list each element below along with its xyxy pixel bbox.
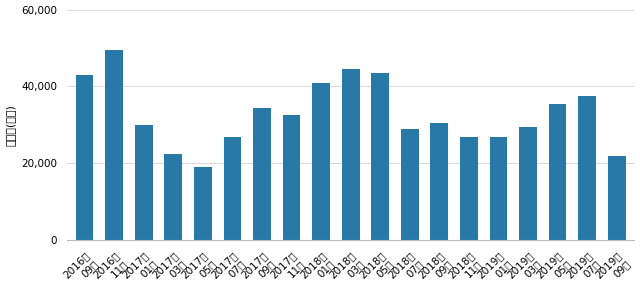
Bar	[164, 154, 182, 240]
Bar	[579, 96, 596, 240]
Y-axis label: 거래량(건수): 거래량(건수)	[6, 104, 15, 146]
Bar	[401, 129, 419, 240]
Bar	[312, 83, 330, 240]
Bar	[135, 125, 152, 240]
Bar	[223, 136, 241, 240]
Bar	[194, 167, 212, 240]
Bar	[431, 123, 448, 240]
Bar	[608, 156, 625, 240]
Bar	[283, 115, 300, 240]
Bar	[460, 136, 478, 240]
Bar	[253, 108, 271, 240]
Bar	[519, 127, 537, 240]
Bar	[371, 73, 389, 240]
Bar	[548, 104, 566, 240]
Bar	[342, 69, 360, 240]
Bar	[76, 75, 93, 240]
Bar	[105, 50, 123, 240]
Bar	[490, 136, 508, 240]
